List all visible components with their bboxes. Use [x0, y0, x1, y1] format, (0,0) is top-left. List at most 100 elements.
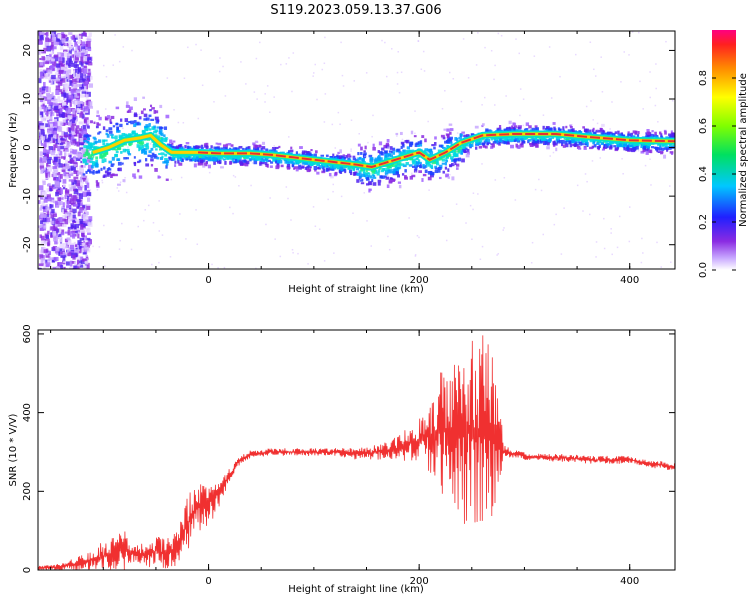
spectrogram-noise-cell: [57, 83, 60, 88]
spectrogram-cell: [111, 173, 115, 176]
spectrogram-noise-cell: [62, 135, 65, 139]
spectrogram-cell: [204, 162, 208, 167]
spectrogram-noise-cell: [73, 72, 76, 78]
spectrogram-speck: [397, 51, 399, 53]
spectrogram-cell: [546, 146, 550, 150]
spectrogram-noise-cell: [39, 57, 42, 61]
spectrogram-noise-cell: [84, 219, 89, 224]
spectrogram-noise-cell: [71, 230, 76, 233]
spectrogram-speck: [280, 63, 282, 66]
spectrogram-cell: [325, 154, 329, 157]
spectrogram-ytick-label: 0: [22, 144, 33, 150]
spectrogram-cell: [108, 167, 111, 170]
spectrogram-cell: [660, 135, 663, 138]
spectrogram-noise-cell: [55, 89, 60, 96]
spectrogram-noise-cell: [46, 217, 51, 223]
spectrogram-speck: [169, 256, 172, 258]
spectrogram-cell: [121, 162, 124, 165]
spectrogram-noise-cell: [70, 120, 74, 127]
spectrogram-noise-cell: [55, 77, 60, 82]
spectrogram-noise-cell: [72, 109, 76, 115]
spectrogram-noise-cell: [82, 68, 87, 74]
colorbar-tick-label: 0.4: [698, 166, 709, 182]
spectrogram-cell: [630, 135, 633, 138]
spectrogram-speck: [441, 215, 444, 217]
spectrogram-cell: [623, 143, 628, 147]
spectrogram-cell: [663, 129, 667, 133]
spectrogram-cell: [95, 162, 99, 165]
spectrogram-noise-cell: [49, 126, 54, 131]
spectrogram-noise-cell: [47, 99, 52, 104]
spectrogram-speck: [671, 100, 674, 102]
spectrogram-noise-cell: [68, 60, 73, 64]
spectrogram-cell: [225, 147, 228, 150]
spectrogram-noise-cell: [41, 201, 45, 207]
spectrogram-noise-cell: [59, 200, 63, 206]
spectrogram-speck: [332, 183, 335, 186]
spectrogram-noise-cell: [41, 227, 46, 231]
spectrogram-cell: [429, 165, 433, 169]
spectrogram-speck: [185, 238, 187, 240]
spectrogram-noise-cell: [64, 149, 70, 152]
spectrogram-speck: [621, 157, 623, 160]
spectrogram-cell: [459, 133, 463, 137]
spectrogram-noise-cell: [82, 252, 87, 255]
spectrogram-cell: [101, 159, 105, 164]
spectrogram-speck: [623, 51, 625, 53]
spectrogram-cell: [217, 142, 222, 146]
spectrogram-speck: [264, 93, 266, 95]
spectrogram-noise-cell: [86, 262, 90, 269]
spectrogram-cell: [92, 136, 96, 139]
spectrogram-noise-cell: [60, 66, 65, 70]
spectrogram-cell: [417, 159, 421, 164]
spectrogram-noise-cell: [54, 181, 60, 188]
spectrogram-speck: [122, 46, 125, 48]
spectrogram-cell: [631, 148, 636, 153]
spectrogram-noise-cell: [53, 132, 57, 138]
spectrogram-cell: [163, 126, 168, 130]
spectrogram-speck: [531, 241, 534, 244]
spectrogram-cell: [363, 152, 367, 156]
spectrogram-noise-cell: [78, 260, 82, 264]
spectrogram-noise-cell: [80, 130, 84, 137]
spectrogram-cell: [172, 140, 176, 143]
spectrogram-noise-cell: [50, 110, 53, 114]
spectrogram-cell: [510, 137, 515, 141]
spectrogram-noise-cell: [40, 170, 44, 174]
spectrogram-noise-cell: [81, 225, 86, 230]
colorbar: 0.00.20.40.60.8 Normalized spectral ampl…: [698, 30, 749, 278]
spectrogram-speck: [213, 101, 215, 103]
spectrogram-cell: [383, 144, 388, 149]
spectrogram-ytick-label: -10: [22, 188, 33, 204]
spectrogram-noise-cell: [54, 225, 58, 231]
spectrogram-speck: [273, 145, 275, 147]
spectrogram-cell: [124, 118, 129, 123]
spectrogram-cell: [457, 157, 462, 162]
spectrogram-cell: [398, 150, 402, 154]
spectrogram-cell: [396, 163, 401, 166]
spectrogram-noise-cell: [63, 112, 68, 117]
snr-xtick-label: 200: [410, 576, 429, 587]
spectrogram-noise-cell: [62, 218, 66, 222]
spectrogram-speck: [494, 64, 496, 67]
spectrogram-cell: [87, 155, 91, 160]
spectrogram-speck: [324, 93, 327, 95]
spectrogram-cell: [419, 140, 423, 144]
spectrogram-speck: [387, 146, 389, 148]
spectrogram-cell: [306, 151, 311, 154]
spectrogram-noise-cell: [71, 117, 76, 124]
spectrogram-speck: [43, 35, 45, 38]
spectrogram-speck: [441, 107, 444, 110]
spectrogram-cell: [660, 133, 663, 137]
spectrogram-cell: [108, 160, 113, 164]
spectrogram-cell: [577, 147, 582, 150]
spectrogram-cell: [640, 150, 645, 154]
spectrogram-cell: [109, 121, 113, 125]
spectrogram-noise-cell: [51, 217, 56, 221]
spectrogram-cell: [130, 120, 135, 125]
spectrogram-cell: [153, 125, 156, 129]
spectrogram-cell: [90, 165, 94, 169]
spectrogram-speck: [170, 178, 173, 181]
spectrogram-noise-cell: [45, 32, 49, 37]
